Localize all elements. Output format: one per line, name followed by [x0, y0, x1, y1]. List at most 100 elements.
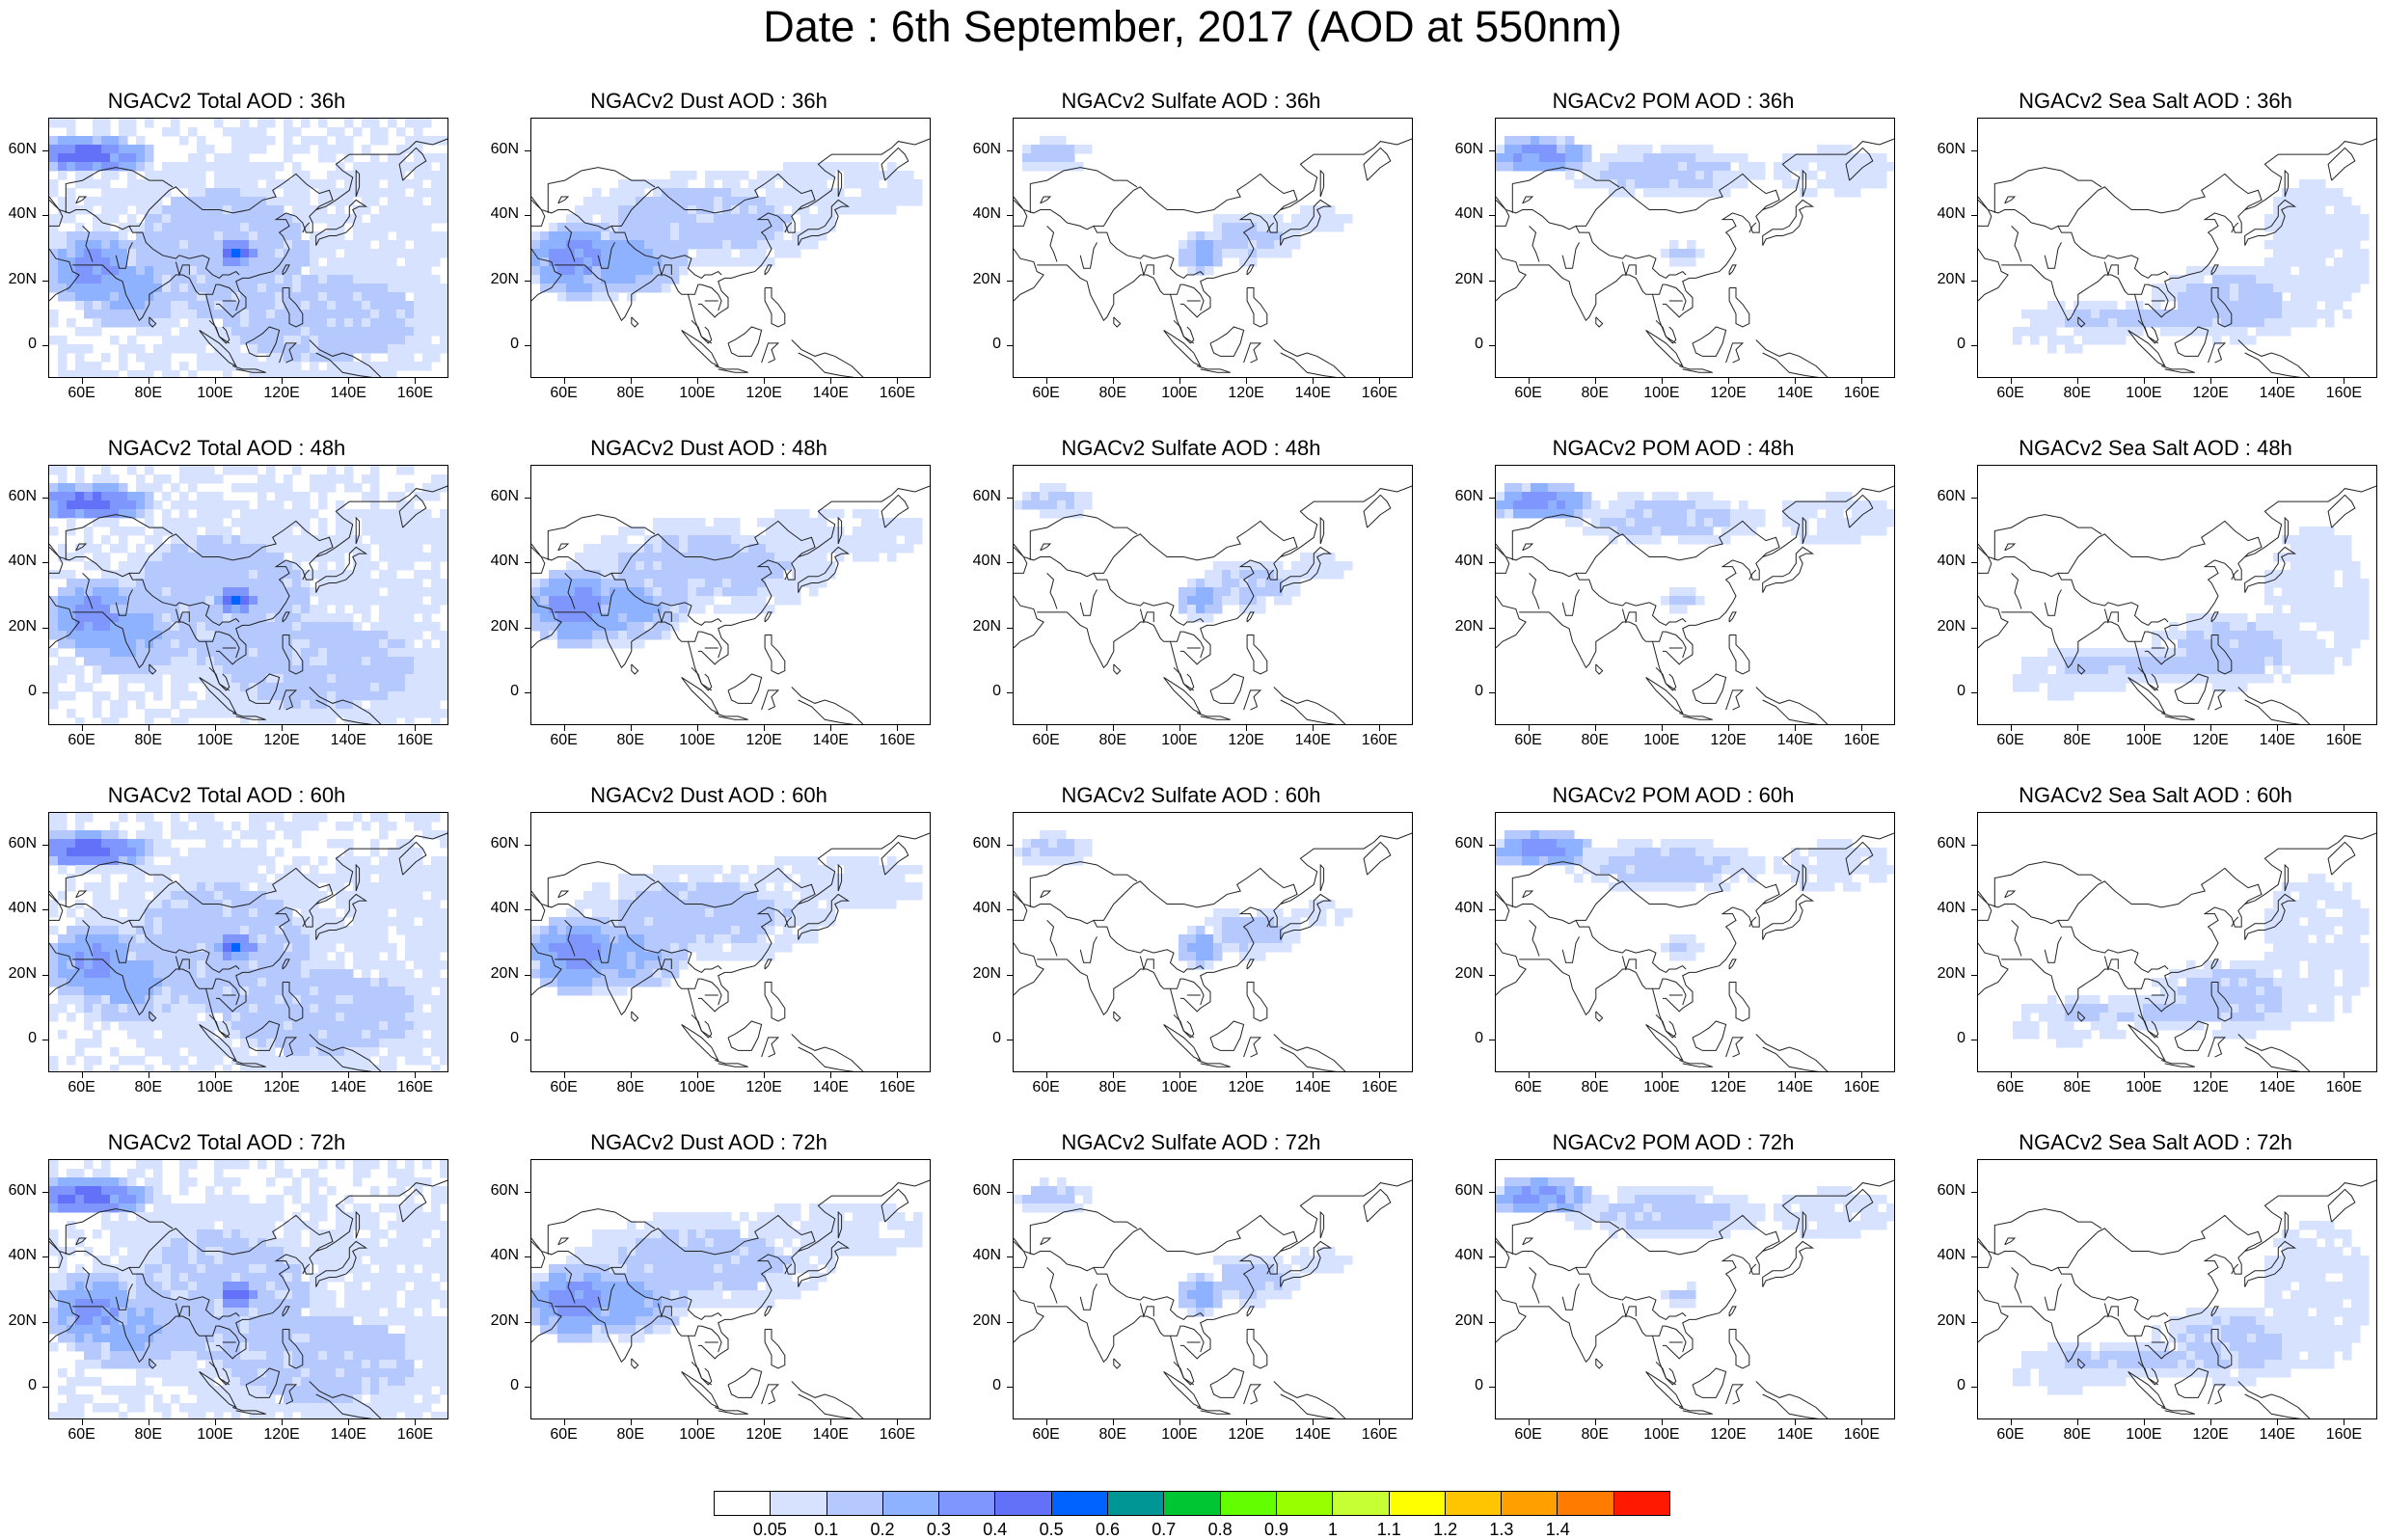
aod-cell [353, 162, 363, 172]
aod-cell [1531, 136, 1540, 146]
aod-cell [653, 197, 663, 206]
aod-cell [396, 561, 406, 571]
aod-cell [249, 665, 258, 675]
aod-cell [1643, 179, 1653, 189]
aod-cell [835, 162, 845, 172]
aod-cell [318, 648, 328, 658]
lat-tick [1971, 345, 1977, 346]
coastline [1364, 148, 1391, 180]
aod-cell [84, 856, 94, 866]
aod-cell [162, 257, 172, 267]
aod-cell [119, 205, 128, 215]
aod-cell [84, 275, 94, 284]
aod-cell [2290, 292, 2300, 302]
aod-cell [414, 657, 423, 666]
aod-cell [1196, 596, 1206, 606]
aod-cell [2143, 310, 2153, 319]
aod-cell [75, 353, 85, 363]
aod-cell [240, 162, 250, 172]
aod-cell [1022, 500, 1032, 510]
aod-cell [879, 188, 888, 198]
coastline [1114, 317, 1121, 327]
aod-cell [396, 648, 406, 658]
coastline [792, 340, 865, 379]
aod-cell [610, 544, 619, 554]
aod-cell [531, 275, 541, 284]
aod-cell [1504, 500, 1514, 510]
aod-cell [119, 674, 128, 684]
aod-cell [440, 162, 448, 172]
aod-cell [2351, 561, 2361, 571]
aod-cell [414, 231, 423, 241]
aod-cell [2317, 231, 2326, 241]
aod-cell [344, 362, 354, 371]
aod-cell [396, 353, 406, 363]
coastline [2238, 688, 2312, 726]
aod-cell [1834, 145, 1844, 154]
lat-tick [42, 498, 48, 499]
aod-cell [301, 691, 311, 701]
aod-cell [405, 214, 415, 224]
aod-cell [440, 674, 448, 684]
aod-cell [49, 492, 59, 501]
lat-tick [42, 215, 48, 216]
aod-cell [2290, 231, 2300, 241]
aod-cell [879, 197, 888, 206]
aod-cell [379, 310, 389, 319]
aod-cell [162, 509, 172, 519]
aod-cell [362, 353, 371, 363]
aod-cell [583, 631, 593, 640]
aod-cell [2221, 284, 2231, 293]
aod-cell [93, 648, 102, 658]
aod-cell [145, 362, 154, 371]
aod-cell [388, 674, 397, 684]
aod-cell [153, 570, 163, 580]
aod-cell [1205, 240, 1214, 250]
aod-cell [748, 579, 758, 588]
aod-cell [2308, 205, 2317, 215]
aod-cell [119, 344, 128, 354]
aod-cell [318, 344, 328, 354]
aod-cell [197, 509, 206, 519]
aod-cell [1205, 570, 1214, 580]
aod-cell [318, 683, 328, 692]
aod-cell [240, 570, 250, 580]
aod-cell [414, 136, 423, 146]
aod-cell [2169, 631, 2179, 640]
aod-cell [2264, 284, 2274, 293]
aod-cell [905, 197, 914, 206]
aod-cell [722, 249, 732, 258]
aod-cell [136, 587, 146, 597]
aod-cell [1513, 500, 1523, 510]
aod-cell [266, 292, 276, 302]
aod-cell [818, 214, 827, 224]
aod-cell [197, 266, 206, 276]
aod-cell [2317, 284, 2326, 293]
aod-cell [127, 119, 137, 128]
aod-cell [688, 188, 697, 198]
aod-cell [223, 553, 232, 562]
aod-cell [171, 717, 180, 725]
aod-cell [2317, 214, 2326, 224]
aod-cell [127, 257, 137, 267]
aod-cell [431, 205, 441, 215]
aod-cell [440, 310, 448, 319]
aod-cell [310, 318, 319, 328]
aod-cell [792, 553, 801, 562]
aod-cell [292, 709, 302, 718]
aod-cell [266, 119, 276, 128]
aod-cell [774, 205, 784, 215]
aod-cell [388, 240, 397, 250]
aod-cell [774, 596, 784, 606]
aod-cell [809, 518, 819, 527]
aod-cell [240, 275, 250, 284]
aod-cell [231, 683, 241, 692]
aod-cell [84, 179, 94, 189]
aod-cell [301, 535, 311, 545]
aod-cell [249, 509, 258, 519]
aod-cell [205, 691, 215, 701]
aod-cell [818, 197, 827, 206]
aod-cell [58, 257, 68, 267]
coastline [1047, 226, 1057, 261]
aod-cell [766, 587, 775, 597]
